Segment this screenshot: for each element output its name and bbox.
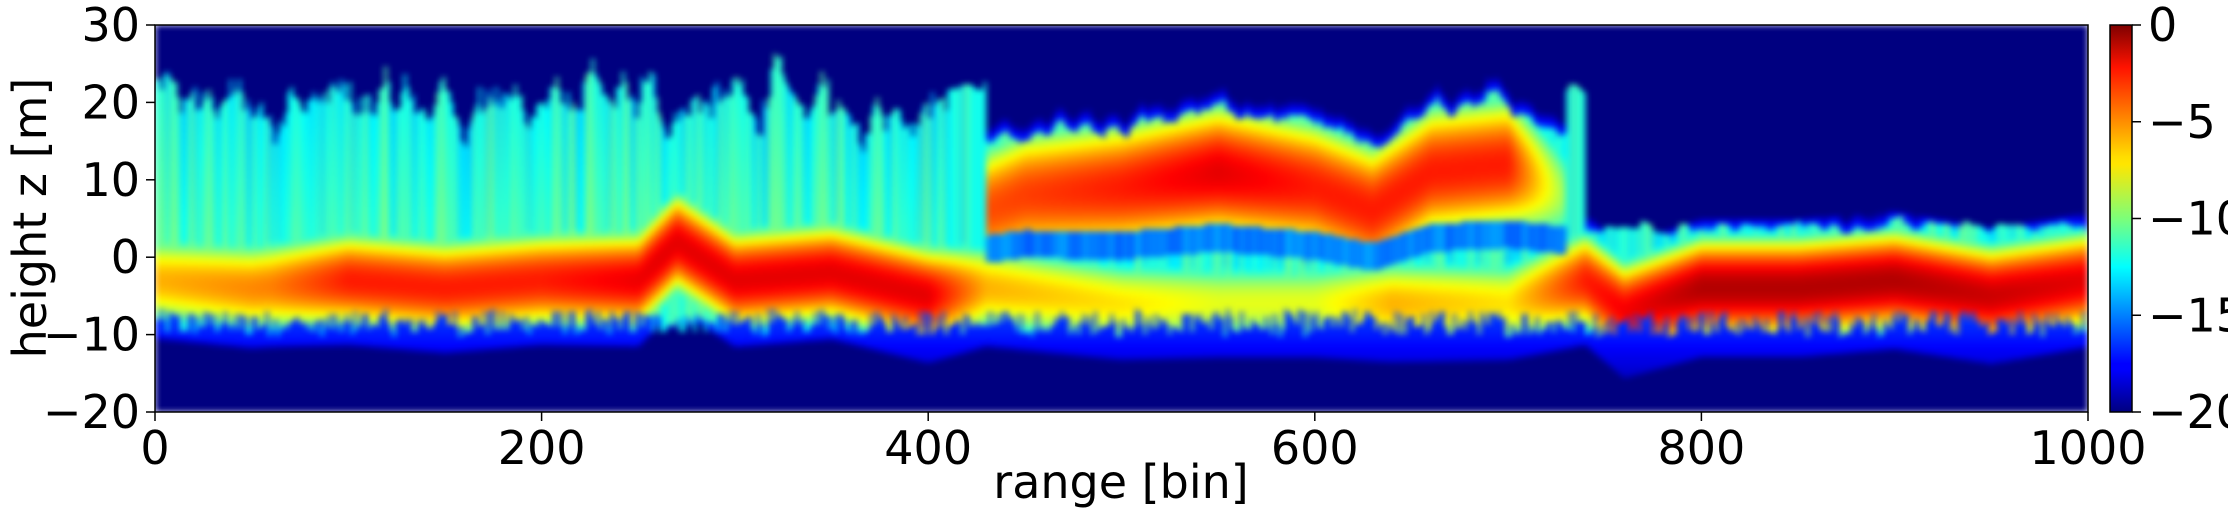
- x-axis-label: range [bin]: [993, 455, 1248, 509]
- x-tick-label: 400: [884, 421, 972, 475]
- x-tick-label: 0: [140, 421, 169, 475]
- x-tick-label: 1000: [2029, 421, 2146, 475]
- colorbar-tick-label: −10: [2148, 192, 2228, 246]
- x-tick-label: 600: [1271, 421, 1359, 475]
- colorbar-gradient: [2109, 24, 2133, 413]
- y-tick-label: −10: [43, 308, 140, 362]
- colorbar-ticks: 0 −5 −10 −15 −20: [2132, 0, 2228, 439]
- heatmap-image: [155, 25, 2088, 412]
- x-tick-label: 200: [498, 421, 586, 475]
- colorbar-tick-label: −20: [2148, 385, 2228, 439]
- y-axis-label: height z [m]: [3, 78, 57, 359]
- y-tick-label: −20: [43, 385, 140, 439]
- colorbar-tick-label: 0: [2148, 0, 2177, 52]
- y-tick-label: 30: [81, 0, 140, 52]
- plot-frame: [154, 24, 2089, 413]
- x-axis: 0 200 400 600 800 1000: [140, 412, 2147, 475]
- heatmap-plot-area: [154, 24, 2089, 413]
- y-tick-label: 10: [81, 153, 140, 207]
- colorbar-tick-label: −15: [2148, 288, 2228, 342]
- colorbar: 0 −5 −10 −15 −20: [2109, 0, 2228, 439]
- colorbar-tick-label: −5: [2148, 95, 2216, 149]
- x-tick-label: 800: [1657, 421, 1745, 475]
- y-axis: −20 −10 0 10 20 30: [43, 0, 155, 439]
- y-tick-label: 20: [81, 75, 140, 129]
- y-tick-label: 0: [111, 230, 140, 284]
